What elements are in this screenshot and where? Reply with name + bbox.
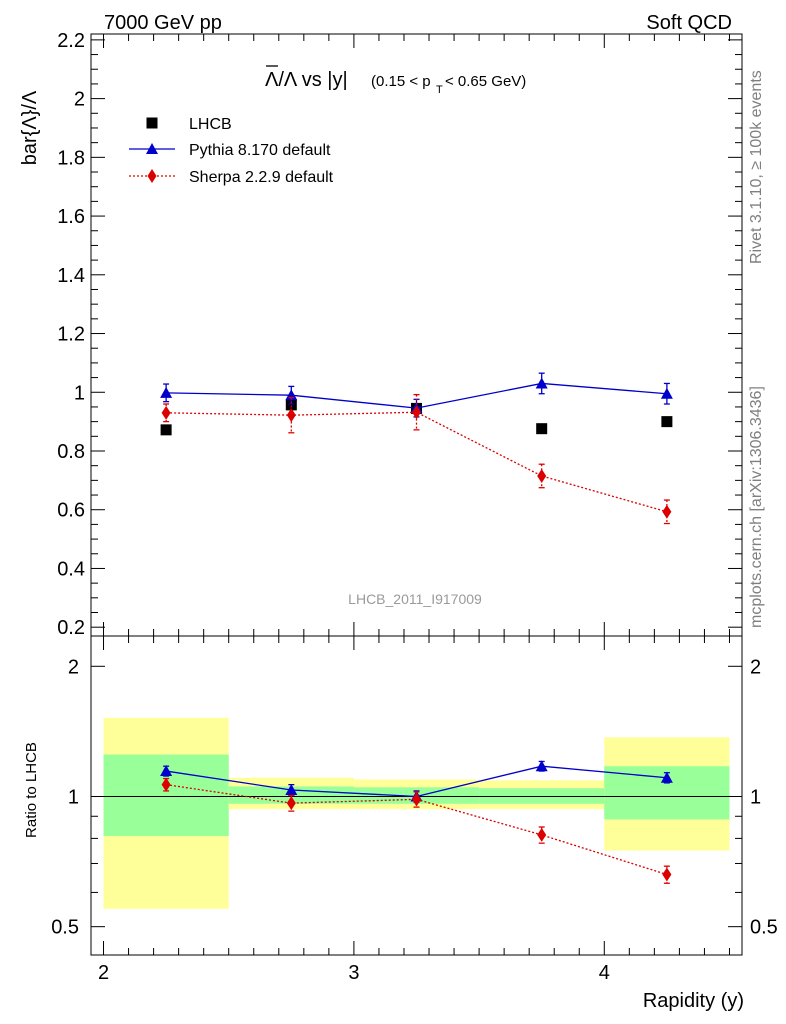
legend-label-pythia-8-170-default: Pythia 8.170 default — [189, 142, 331, 159]
ratio-y-tick-label-right: 2 — [750, 656, 761, 678]
main-y-tick-label: 1.6 — [57, 206, 85, 228]
main-point-pythia-8-170-default — [160, 386, 173, 398]
title-main: Λ/Λ vs |y| — [265, 69, 348, 91]
main-y-tick-label: 1.8 — [57, 147, 85, 169]
ratio-point-sherpa-2-2-9-default — [286, 796, 296, 811]
axis-ticks: 0.2 0.4 0.6 0.8 1 1.2 1.4 1.6 1.8 2 2.2 2 3 4 0.5 0.5 1 1… — [51, 30, 778, 984]
main-point-lhcb — [536, 423, 548, 435]
legend-entry-sherpa-2-2-9-default: Sherpa 2.2.9 default — [129, 169, 334, 186]
mcplots-label: mcplots.cern.ch [arXiv:1306.3436] — [748, 386, 765, 628]
main-y-axis-label: bar{Λ}/Λ — [19, 90, 41, 165]
legend-entry-lhcb: LHCB — [146, 116, 232, 133]
ratio-point-sherpa-2-2-9-default — [662, 867, 672, 882]
x-tick-label: 3 — [348, 962, 359, 984]
ratio-point-pythia-8-170-default — [285, 784, 298, 796]
x-tick-label: 4 — [599, 962, 610, 984]
ratio-point-pythia-8-170-default — [660, 771, 673, 783]
main-y-tick-label: 0.6 — [57, 500, 85, 522]
main-y-tick-label: 1 — [74, 382, 85, 404]
ratio-series-sherpa-2-2-9-default — [161, 777, 672, 884]
main-series-sherpa-2-2-9-default — [161, 393, 672, 525]
main-point-lhcb — [285, 399, 297, 411]
rivet-version-label: Rivet 3.1.10, ≥ 100k events — [748, 70, 765, 264]
main-y-tick-label: 0.4 — [57, 558, 85, 580]
main-y-tick-label: 1.2 — [57, 324, 85, 346]
ratio-point-sherpa-2-2-9-default — [412, 792, 421, 807]
ratio-point-pythia-8-170-default — [160, 765, 173, 777]
legend: LHCB Pythia 8.170 default Sherpa 2.2.9 def… — [129, 116, 334, 186]
ratio-y-axis-label: Ratio to LHCB — [23, 742, 40, 838]
header-right: Soft QCD — [646, 12, 732, 34]
ratio-line-sherpa-2-2-9-default — [166, 784, 668, 876]
main-point-lhcb — [661, 416, 673, 428]
ratio-point-sherpa-2-2-9-default — [537, 827, 547, 842]
main-y-tick-label: 2 — [74, 89, 85, 111]
title-sub-end: < 0.65 GeV) — [445, 73, 526, 90]
legend-marker-lhcb — [146, 117, 158, 129]
main-point-sherpa-2-2-9-default — [286, 408, 296, 423]
legend-entry-pythia-8-170-default: Pythia 8.170 default — [129, 142, 331, 159]
ratio-point-pythia-8-170-default — [535, 760, 548, 772]
main-y-tick-label: 0.8 — [57, 441, 85, 463]
legend-marker-pythia-8-170-default — [146, 143, 158, 154]
main-point-sherpa-2-2-9-default — [662, 504, 672, 519]
plot-frames — [90, 33, 743, 956]
x-tick-label: 2 — [98, 962, 109, 984]
main-y-tick-label: 0.2 — [57, 617, 85, 639]
ratio-bands — [103, 717, 730, 909]
main-y-tick-label: 2.2 — [57, 30, 85, 52]
ratio-y-tick-label-left: 1 — [68, 786, 79, 808]
header-left: 7000 GeV pp — [104, 12, 222, 34]
ratio-y-tick-label-right: 1 — [750, 786, 761, 808]
legend-marker-sherpa-2-2-9-default — [147, 169, 157, 183]
analysis-watermark: LHCB_2011_I917009 — [348, 591, 482, 607]
legend-label-lhcb: LHCB — [189, 116, 232, 133]
ratio-y-tick-label-right: 0.5 — [750, 917, 778, 939]
main-point-lhcb — [160, 424, 172, 436]
plot-title: Λ/Λ vs |y| (0.15 < p T < 0.65 GeV) — [265, 65, 526, 96]
main-y-tick-label: 1.4 — [57, 265, 85, 287]
title-sub: (0.15 < p — [371, 73, 431, 90]
ratio-y-tick-label-left: 2 — [68, 656, 79, 678]
main-point-pythia-8-170-default — [660, 387, 673, 399]
ratio-y-tick-label-left: 0.5 — [51, 917, 79, 939]
main-point-pythia-8-170-default — [535, 377, 548, 389]
legend-label-sherpa-2-2-9-default: Sherpa 2.2.9 default — [189, 169, 334, 186]
data-series — [160, 372, 673, 884]
ratio-point-sherpa-2-2-9-default — [161, 777, 171, 792]
main-point-sherpa-2-2-9-default — [412, 405, 421, 420]
main-point-sherpa-2-2-9-default — [161, 405, 171, 420]
main-point-sherpa-2-2-9-default — [537, 468, 547, 483]
ratio-plot-frame — [90, 635, 743, 956]
x-axis-label: Rapidity (y) — [643, 990, 744, 1012]
title-sub-subscript: T — [436, 84, 443, 96]
